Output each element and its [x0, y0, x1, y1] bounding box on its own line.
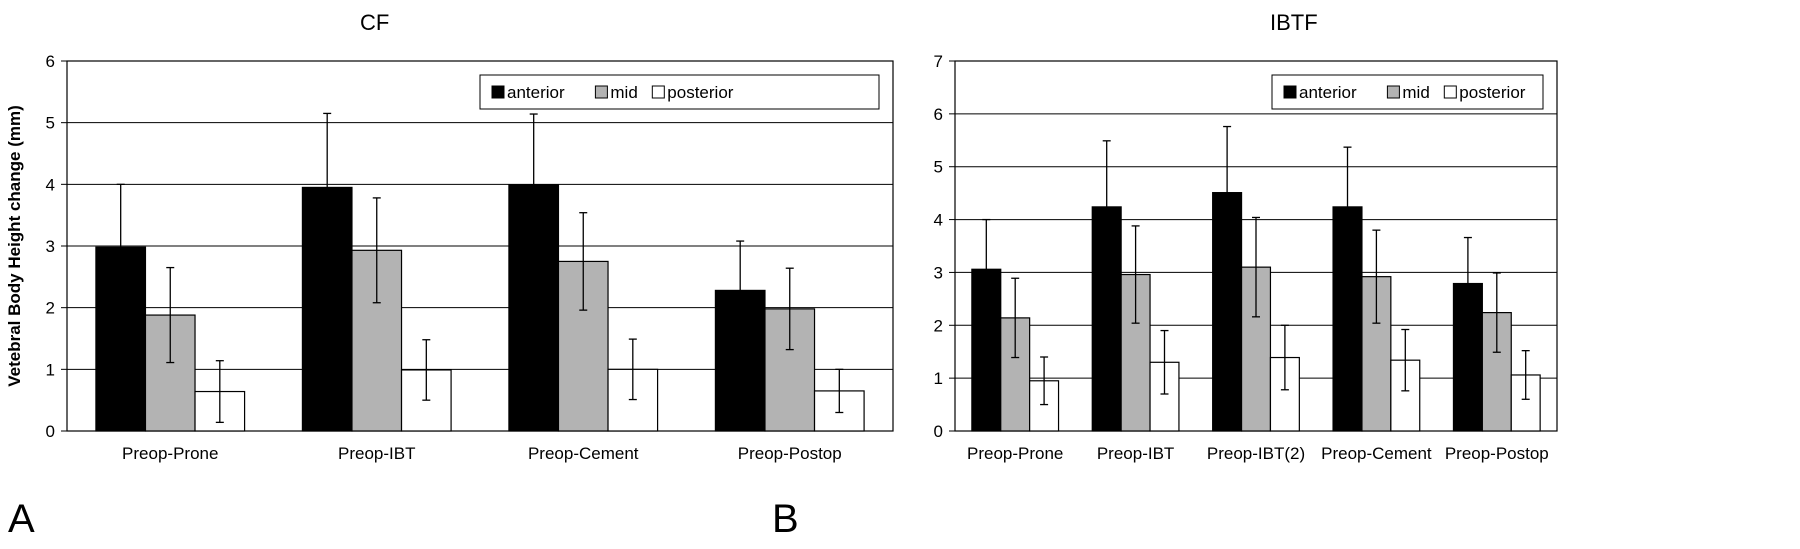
y-tick-label: 0	[934, 422, 943, 441]
legend	[1271, 74, 1544, 110]
y-tick-label: 5	[46, 114, 55, 133]
y-tick-label: 7	[934, 52, 943, 71]
legend-swatch-anterior	[1283, 85, 1297, 99]
y-tick-label: 3	[46, 237, 55, 256]
legend	[479, 74, 880, 110]
legend-swatch-anterior	[491, 85, 505, 99]
legend-label: posterior	[667, 83, 733, 102]
bar-posterior	[1029, 380, 1060, 432]
legend-label: anterior	[1299, 83, 1357, 102]
x-tick-label: Preop-Cement	[528, 444, 639, 463]
legend-label: mid	[1402, 83, 1429, 102]
y-tick-label: 1	[46, 360, 55, 379]
legend-swatch-mid	[594, 85, 608, 99]
legend-swatch-mid	[1386, 85, 1400, 99]
x-tick-label: Preop-Postop	[1445, 444, 1549, 463]
chart-panel-b: IBTF 0 1 2 3 4 5 6 7 Preop-Prone Preop-IBT Preop-I…	[772, 0, 1800, 544]
x-tick-label: Preop-Cement	[1321, 444, 1432, 463]
chart-title: IBTF	[1270, 10, 1318, 35]
x-tick-label: Preop-IBT	[338, 444, 415, 463]
legend-swatch-posterior	[1443, 85, 1457, 99]
y-tick-label: 5	[934, 158, 943, 177]
y-tick-label: 2	[934, 316, 943, 335]
y-tick-label: 2	[46, 299, 55, 318]
y-tick-label: 4	[934, 211, 943, 230]
bar-chart-ibtf: 0 1 2 3 4 5 6 7 Preop-Prone Preop-IBT Preop-IBT(2)…	[811, 52, 1558, 463]
x-tick-label: Preop-IBT	[1097, 444, 1174, 463]
x-tick-label: Preop-Prone	[122, 444, 218, 463]
chart-panel-a: CF 0 1 2 3 4 5 6 Preop-Prone Preop-IBT Preop-Ceme…	[0, 0, 900, 544]
legend-label: mid	[610, 83, 637, 102]
legend-label: posterior	[1459, 83, 1525, 102]
chart-title: CF	[360, 10, 390, 35]
x-tick-label: Preop-Prone	[967, 444, 1063, 463]
legend-label: anterior	[507, 83, 565, 102]
y-tick-label: 1	[934, 369, 943, 388]
y-axis-label: Vetebral Body Height change (mm)	[5, 105, 24, 387]
y-tick-label: 0	[46, 422, 55, 441]
x-tick-label: Preop-Postop	[738, 444, 842, 463]
panel-label: B	[772, 497, 799, 541]
panel-label: A	[8, 497, 35, 541]
x-tick-label: Preop-IBT(2)	[1207, 444, 1305, 463]
y-tick-label: 6	[934, 105, 943, 124]
bar-chart-cf: 0 1 2 3 4 5 6 Preop-Prone Preop-IBT Preop-Cement P…	[5, 52, 894, 463]
y-tick-label: 3	[934, 263, 943, 282]
legend-swatch-posterior	[651, 85, 665, 99]
y-tick-label: 4	[46, 175, 55, 194]
y-tick-label: 6	[46, 52, 55, 71]
